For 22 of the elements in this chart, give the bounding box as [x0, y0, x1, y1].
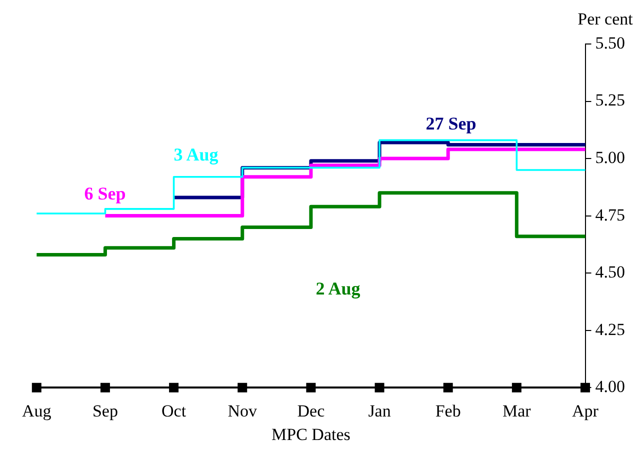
series-label: 3 Aug	[174, 144, 218, 165]
x-tick-label: Mar	[502, 401, 532, 420]
text: 2 Aug	[316, 278, 360, 299]
y-tick-label: 5.25	[595, 90, 625, 110]
x-tick-label: Aug	[22, 401, 52, 420]
series-label: 27 Sep	[426, 114, 476, 134]
x-tick-label: Jan	[368, 401, 392, 420]
x-tick-label: Nov	[228, 401, 258, 420]
y-axis-title: Per cent	[578, 9, 634, 28]
x-tick-label: Apr	[572, 401, 599, 420]
x-axis-title: MPC Dates	[272, 425, 350, 444]
y-tick-label: 4.75	[595, 205, 625, 224]
y-tick-label: 4.50	[595, 262, 625, 282]
y-tick-label: 4.00	[595, 377, 625, 396]
x-tick-label: Oct	[162, 401, 186, 420]
y-tick-label: 5.00	[595, 148, 625, 167]
series-label: 6 Sep	[84, 184, 126, 204]
x-tick-label: Dec	[297, 401, 326, 420]
y-tick-label: 4.25	[595, 320, 625, 339]
y-tick-label: 5.50	[595, 33, 625, 52]
x-tick-label: Sep	[92, 401, 118, 420]
x-tick-label: Feb	[435, 401, 461, 420]
